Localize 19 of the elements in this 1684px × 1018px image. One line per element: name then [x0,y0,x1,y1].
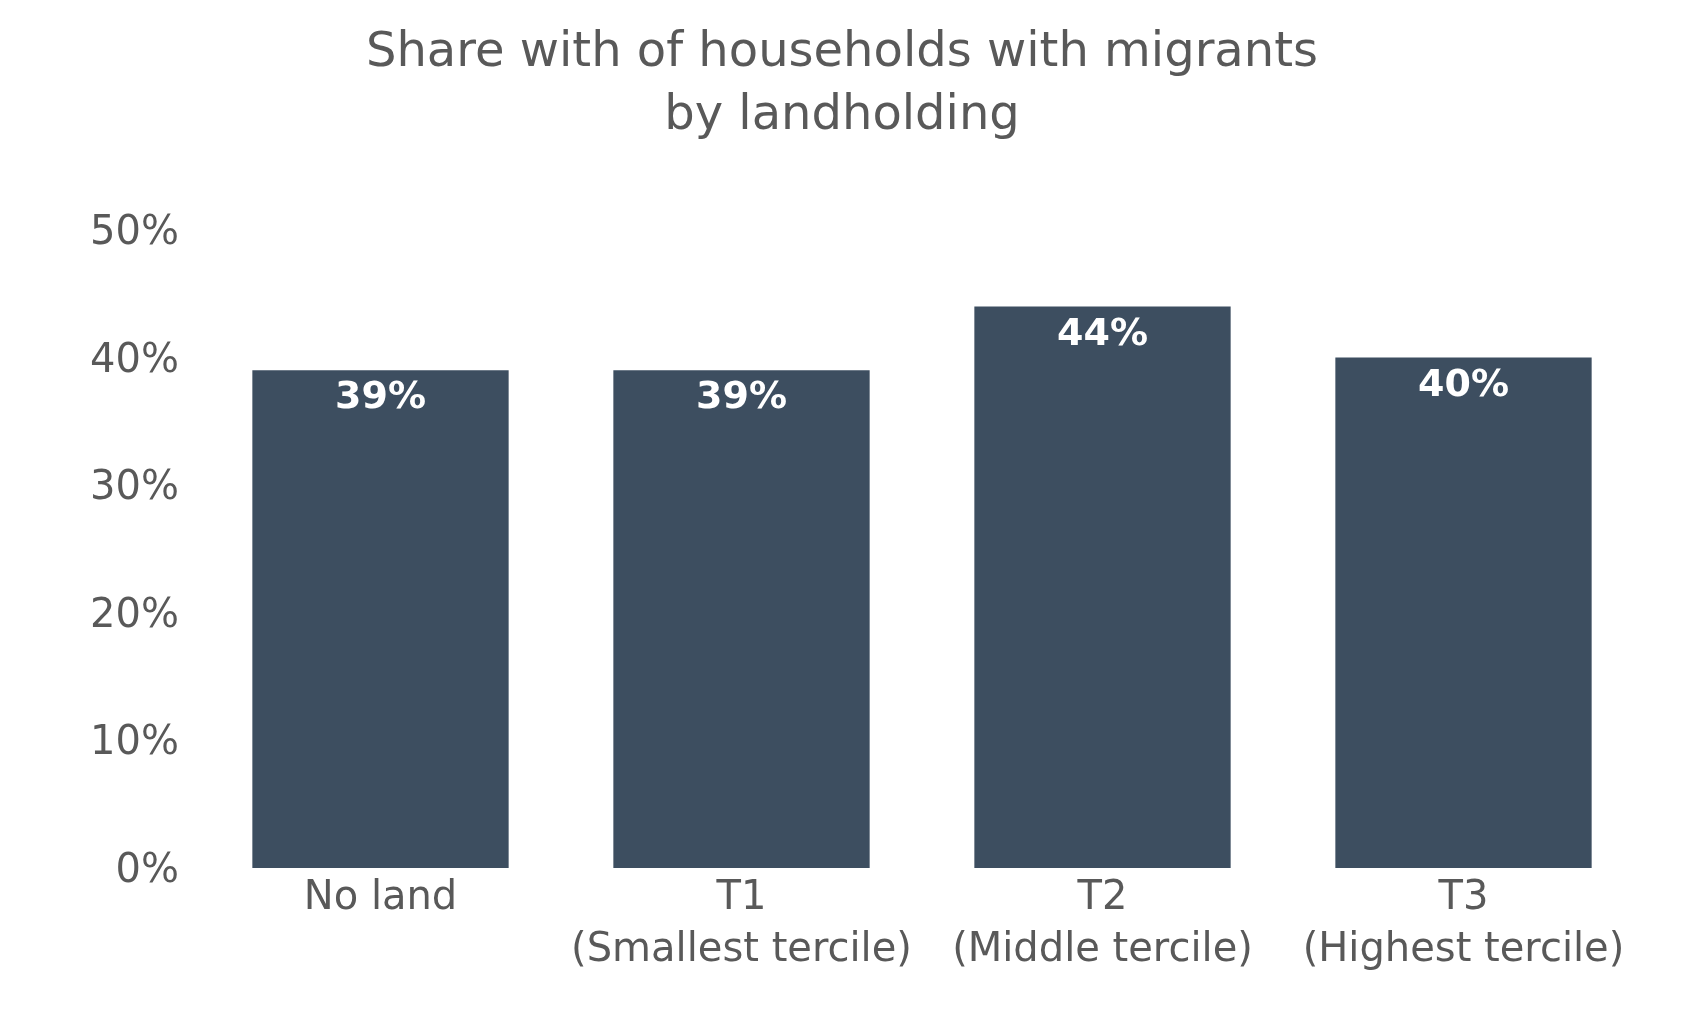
y-tick-label: 30% [90,462,179,509]
data-label: 39% [696,373,787,418]
chart-title: Share with of households with migrants by landholding [365,21,1319,140]
x-tick-label: T2 (Middle tercile) [952,872,1253,970]
x-tick-label: No land [303,872,458,918]
bar [613,370,870,868]
y-tick-label: 10% [90,717,179,764]
y-tick-label: 20% [90,589,179,636]
data-label: 44% [1057,309,1148,354]
bar [252,370,509,868]
data-label: 39% [335,373,426,418]
y-tick-label: 40% [90,334,179,381]
y-tick-label: 50% [90,207,179,253]
x-tick-label: T1 (Smallest tercile) [571,872,912,970]
x-tick-label: T3 (Highest tercile) [1302,872,1625,970]
bar [974,306,1231,868]
bar [1335,357,1592,868]
data-label: 40% [1418,360,1509,405]
y-tick-label: 0% [115,845,179,891]
